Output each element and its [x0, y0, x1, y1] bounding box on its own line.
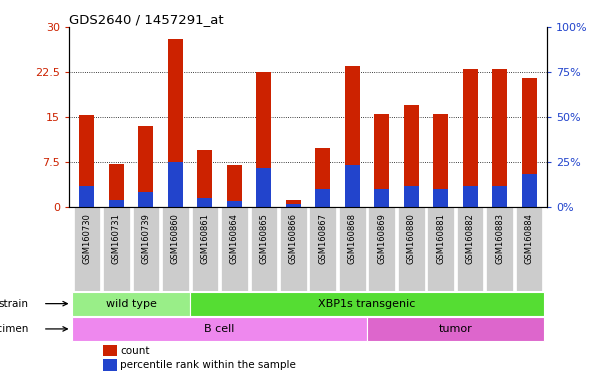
- Bar: [398, 207, 424, 291]
- Bar: [72, 291, 190, 316]
- Bar: [404, 186, 419, 207]
- Bar: [286, 204, 300, 207]
- Bar: [221, 207, 248, 291]
- Bar: [109, 164, 124, 207]
- Bar: [227, 201, 242, 207]
- Text: specimen: specimen: [0, 324, 28, 334]
- Bar: [463, 186, 478, 207]
- Bar: [79, 115, 94, 207]
- Bar: [257, 72, 271, 207]
- Bar: [138, 192, 153, 207]
- Bar: [79, 186, 94, 207]
- Bar: [257, 168, 271, 207]
- Bar: [280, 207, 307, 291]
- Text: B cell: B cell: [204, 324, 235, 334]
- Text: GSM160866: GSM160866: [288, 214, 297, 265]
- Text: GSM160860: GSM160860: [171, 214, 180, 264]
- Bar: [190, 291, 544, 316]
- Text: wild type: wild type: [106, 299, 156, 309]
- Bar: [103, 207, 130, 291]
- Bar: [251, 207, 277, 291]
- Bar: [522, 78, 537, 207]
- Text: strain: strain: [0, 299, 28, 309]
- Text: GSM160883: GSM160883: [495, 214, 504, 265]
- Bar: [492, 186, 507, 207]
- Bar: [162, 207, 189, 291]
- Bar: [516, 207, 543, 291]
- Bar: [310, 207, 336, 291]
- Text: GSM160739: GSM160739: [141, 214, 150, 264]
- Text: GSM160730: GSM160730: [82, 214, 91, 264]
- Bar: [197, 198, 212, 207]
- Bar: [374, 189, 389, 207]
- Text: GSM160864: GSM160864: [230, 214, 239, 264]
- Bar: [433, 114, 448, 207]
- Text: GSM160861: GSM160861: [200, 214, 209, 264]
- Bar: [286, 200, 300, 207]
- Bar: [103, 359, 117, 371]
- Bar: [457, 207, 483, 291]
- Bar: [73, 207, 100, 291]
- Text: GSM160731: GSM160731: [112, 214, 121, 264]
- Bar: [192, 207, 218, 291]
- Bar: [316, 148, 330, 207]
- Bar: [103, 345, 117, 356]
- Bar: [522, 174, 537, 207]
- Bar: [168, 162, 183, 207]
- Bar: [367, 317, 544, 341]
- Bar: [133, 207, 159, 291]
- Bar: [427, 207, 454, 291]
- Text: GSM160881: GSM160881: [436, 214, 445, 264]
- Text: GSM160869: GSM160869: [377, 214, 386, 264]
- Text: GSM160882: GSM160882: [466, 214, 475, 264]
- Bar: [72, 317, 367, 341]
- Bar: [368, 207, 395, 291]
- Bar: [316, 189, 330, 207]
- Text: GSM160867: GSM160867: [319, 214, 328, 265]
- Text: GDS2640 / 1457291_at: GDS2640 / 1457291_at: [69, 13, 224, 26]
- Bar: [404, 105, 419, 207]
- Text: XBP1s transgenic: XBP1s transgenic: [319, 299, 416, 309]
- Bar: [345, 66, 359, 207]
- Bar: [345, 165, 359, 207]
- Bar: [463, 69, 478, 207]
- Text: GSM160880: GSM160880: [407, 214, 416, 264]
- Bar: [138, 126, 153, 207]
- Bar: [486, 207, 513, 291]
- Bar: [109, 200, 124, 207]
- Bar: [197, 150, 212, 207]
- Bar: [492, 69, 507, 207]
- Text: GSM160868: GSM160868: [348, 214, 357, 265]
- Bar: [227, 165, 242, 207]
- Text: tumor: tumor: [439, 324, 472, 334]
- Text: count: count: [120, 346, 150, 356]
- Bar: [433, 189, 448, 207]
- Bar: [339, 207, 365, 291]
- Bar: [168, 39, 183, 207]
- Text: GSM160884: GSM160884: [525, 214, 534, 264]
- Bar: [374, 114, 389, 207]
- Text: percentile rank within the sample: percentile rank within the sample: [120, 360, 296, 370]
- Text: GSM160865: GSM160865: [259, 214, 268, 264]
